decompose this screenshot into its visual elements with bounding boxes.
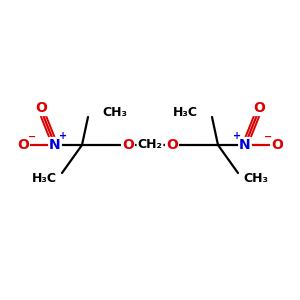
Text: O: O: [122, 138, 134, 152]
Text: −: −: [264, 132, 272, 142]
Text: O: O: [253, 101, 265, 115]
Text: N: N: [239, 138, 251, 152]
Text: H₃C: H₃C: [173, 106, 198, 119]
Text: N: N: [49, 138, 61, 152]
Text: O: O: [35, 101, 47, 115]
Text: O: O: [17, 138, 29, 152]
Text: H₃C: H₃C: [32, 172, 57, 185]
Text: CH₃: CH₃: [243, 172, 268, 185]
Text: O: O: [166, 138, 178, 152]
Text: +: +: [233, 131, 241, 141]
Text: CH₃: CH₃: [102, 106, 127, 119]
Text: +: +: [59, 131, 67, 141]
Text: CH₂: CH₂: [138, 139, 162, 152]
Text: −: −: [28, 132, 36, 142]
Text: O: O: [271, 138, 283, 152]
